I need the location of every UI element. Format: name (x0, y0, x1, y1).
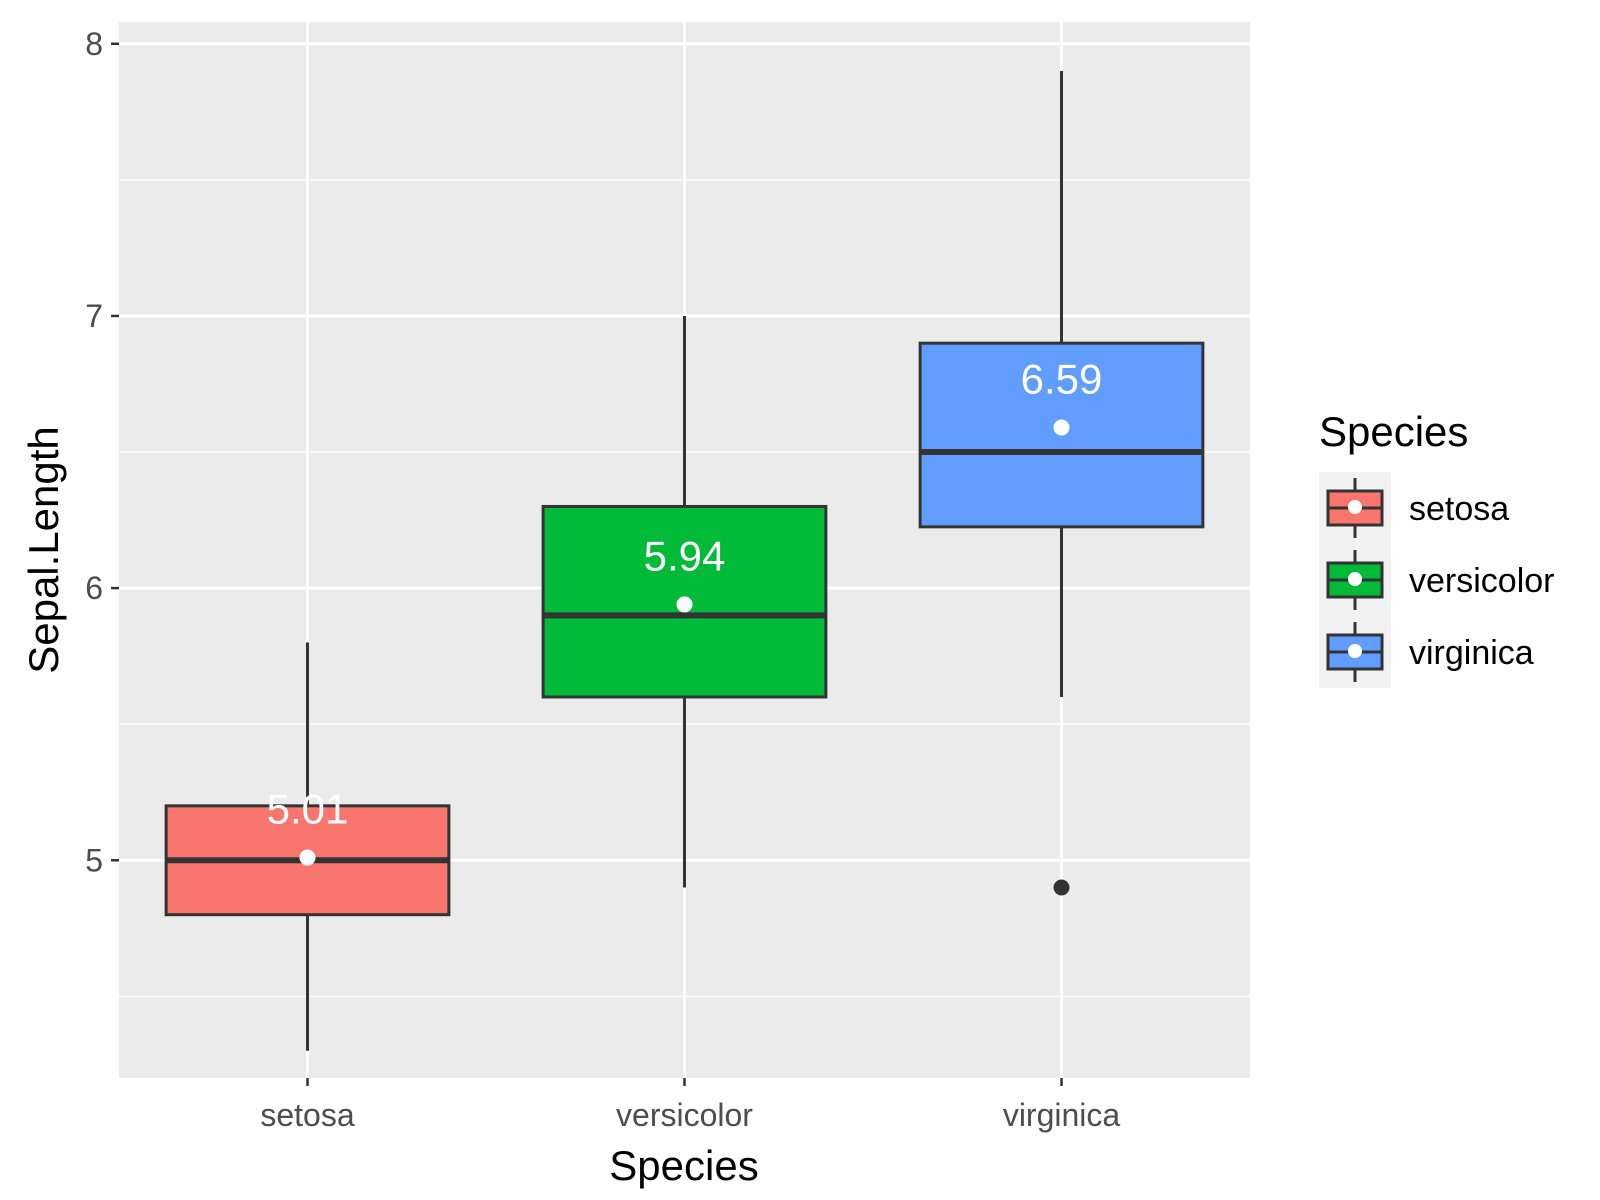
box-virginica: 6.59 (918, 70, 1205, 896)
boxes: 5.01 5.94 6.59 (164, 70, 1205, 1051)
y-axis: 5 6 7 8 (85, 26, 119, 878)
legend-item-setosa: setosa (1319, 472, 1509, 544)
legend-label: setosa (1409, 490, 1509, 528)
legend-item-virginica: virginica (1319, 616, 1534, 688)
y-tick-label: 8 (85, 26, 103, 62)
y-tick-label: 5 (85, 842, 103, 878)
legend-label: versicolor (1409, 562, 1554, 600)
legend-key-mean (1348, 644, 1362, 658)
mean-label: 6.59 (1021, 356, 1103, 403)
legend: Species setosa versicolor virginica (1319, 408, 1554, 688)
legend-key-mean (1348, 572, 1362, 586)
box-setosa: 5.01 (164, 642, 451, 1051)
outlier-point (1053, 879, 1070, 896)
legend-item-versicolor: versicolor (1319, 544, 1554, 616)
y-tick-label: 7 (85, 298, 103, 334)
x-axis-title: Species (609, 1142, 758, 1189)
mean-point (1053, 419, 1070, 436)
legend-label: virginica (1409, 634, 1534, 672)
mean-point (299, 849, 316, 866)
legend-key-mean (1348, 500, 1362, 514)
x-tick-label: setosa (260, 1097, 354, 1133)
mean-point (676, 596, 693, 613)
mean-label: 5.94 (644, 532, 726, 579)
y-axis-title: Sepal.Length (20, 426, 67, 674)
mean-label: 5.01 (267, 786, 349, 833)
x-tick-label: versicolor (616, 1097, 753, 1133)
box-versicolor: 5.94 (541, 315, 828, 888)
y-tick-label: 6 (85, 570, 103, 606)
x-axis: setosa versicolor virginica (260, 1078, 1120, 1133)
x-tick-label: virginica (1003, 1097, 1121, 1133)
legend-title: Species (1319, 408, 1468, 455)
